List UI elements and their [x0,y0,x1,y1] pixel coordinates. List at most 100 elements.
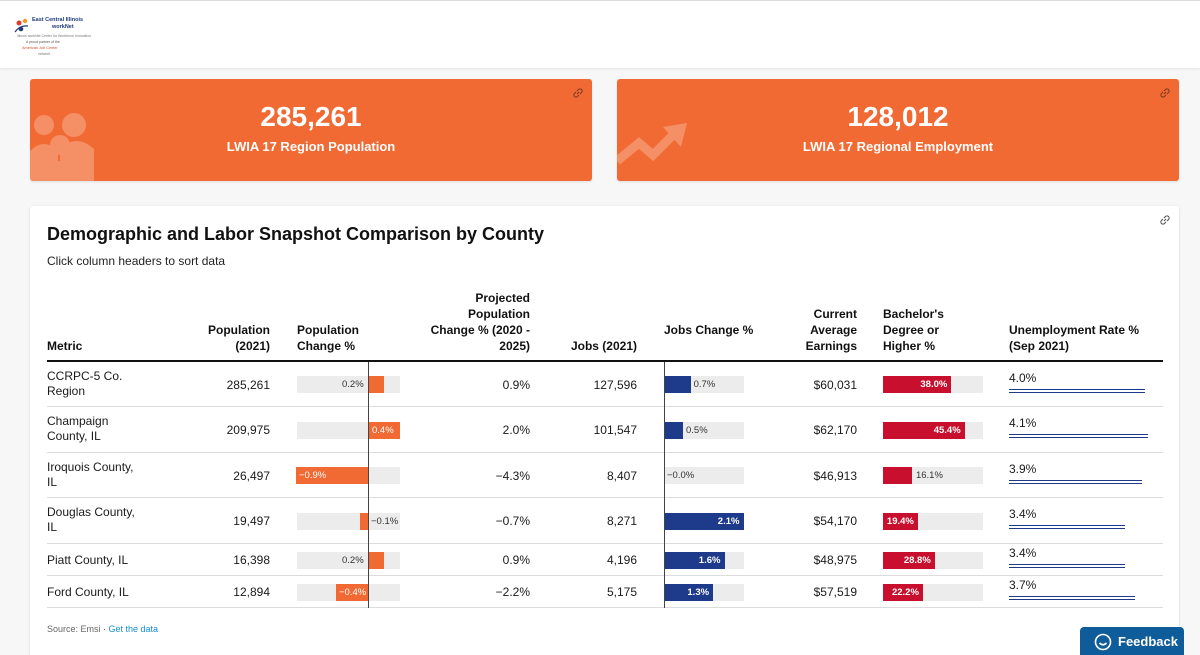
bachelors-bar-track: 28.8% [883,551,983,569]
pop-change-bar-track: −0.4% [297,583,400,601]
jobs-change-bar-track: 0.7% [664,376,744,393]
projected-change-value: −0.7% [495,514,530,528]
bachelors-bar-track: 19.4% [883,512,983,530]
header-bachelors[interactable]: Bachelor's Degree or Higher % [883,307,944,353]
link-icon[interactable] [1159,214,1171,226]
metric-name: Ford County, IL [47,585,129,599]
header-metric[interactable]: Metric [47,339,83,353]
pop-change-label: 0.4% [372,424,394,436]
logo-line-6: network [38,52,51,56]
link-icon[interactable] [572,87,584,99]
unemployment-bar [1009,596,1135,600]
jobs-change-label: −0.0% [667,470,695,481]
table-title: Demographic and Labor Snapshot Compariso… [47,224,545,244]
unemployment-bar [1009,479,1142,484]
population-value: 285,261 [226,377,270,392]
feedback-smile-icon [1094,633,1112,651]
population-value: 26,497 [233,468,270,483]
bachelors-bar [883,421,965,439]
table-row: Champaign County, IL 209,975 0.4% 2.0% 101,5… [47,407,1163,453]
pop-change-bar [368,376,384,393]
snapshot-table-card: Demographic and Labor Snapshot Compariso… [30,206,1179,655]
jobs-change-bar-track: 2.1% [664,512,744,530]
kpi-card-population: 285,261 LWIA 17 Region Population [30,79,592,181]
projected-change-value: 0.9% [502,553,530,567]
feedback-label: Feedback [1118,634,1178,649]
pop-change-bar [360,512,368,530]
bachelors-label: 28.8% [903,554,931,566]
pop-change-label: 0.2% [342,379,364,390]
pop-change-bar [368,421,400,439]
pop-change-bar-track: −0.1% [297,512,400,530]
unemployment-bar [1009,525,1125,529]
jobs-change-bar-track: 1.6% [664,551,744,569]
trend-up-arrow-icon [617,123,687,165]
bachelors-bar-track: 38.0% [883,376,983,393]
logo-line-3: Illinois workNet Center for Workforce In… [17,34,92,38]
table-subtitle: Click column headers to sort data [47,254,226,268]
header-jobs-change[interactable]: Jobs Change % [664,323,754,337]
bachelors-bar [883,583,923,601]
pop-change-bar [368,551,384,569]
kpi-population-value: 285,261 [260,101,362,132]
pop-change-bar-track: 0.2% [297,551,400,569]
jobs-change-bar-track: 1.3% [664,583,744,601]
logo-line-5: American Job Center [22,46,58,50]
jobs-change-label: 1.3% [687,586,710,598]
header-projected-change[interactable]: Projected Population Change % (2020 - 20… [430,291,530,353]
bachelors-bar [883,512,918,530]
unemployment-bar [1009,564,1125,568]
header-unemployment[interactable]: Unemployment Rate % (Sep 2021) [1009,323,1140,353]
jobs-value: 8,271 [606,514,637,528]
jobs-value: 101,547 [593,423,637,437]
population-value: 19,497 [233,514,270,528]
jobs-change-bar [664,512,744,530]
projected-change-value: 0.9% [502,377,530,392]
jobs-change-label: 0.7% [693,379,716,390]
table-row: Douglas County, IL 19,497 −0.1% −0.7% 8,271 2… [47,498,1163,544]
jobs-change-label: 2.1% [717,515,740,527]
projected-change-value: −2.2% [495,585,530,599]
unemployment-value: 4.0% [1009,370,1037,385]
header-population[interactable]: Population (2021) [208,323,270,353]
unemployment-value: 3.7% [1009,578,1037,592]
header-earnings[interactable]: Current Average Earnings [805,307,857,353]
feedback-button[interactable]: Feedback [1080,627,1184,655]
table-row: Piatt County, IL 16,398 0.2% 0.9% 4,196 1.6% $… [47,544,1163,576]
unemployment-value: 4.1% [1009,416,1037,430]
metric-name: CCRPC-5 Co. Region [47,369,123,398]
pop-change-bar-track: 0.2% [297,376,400,393]
jobs-value: 8,407 [606,468,637,483]
bachelors-bar [883,376,952,393]
jobs-value: 4,196 [606,553,637,567]
bachelors-bar-track: 45.4% [883,421,983,439]
pop-change-bar [296,467,368,484]
jobs-change-bar-track: 0.5% [664,421,744,439]
table-row: Iroquois County, IL 26,497 −0.9% −4.3% 8,407… [47,453,1163,498]
get-data-link[interactable]: Get the data [108,624,159,634]
unemployment-value: 3.9% [1009,461,1037,476]
projected-change-value: 2.0% [502,423,530,437]
earnings-value: $54,170 [813,514,857,528]
bachelors-bar [883,551,935,569]
site-logo[interactable]: East Central Illinois workNet Illinois w… [14,15,91,61]
earnings-value: $46,913 [813,468,857,483]
table-row: CCRPC-5 Co. Region 285,261 0.2% 0.9% 127,596… [47,362,1163,407]
jobs-change-bar-track: −0.0% [664,467,744,484]
population-value: 209,975 [226,423,270,437]
logo-line-4: A proud partner of the [26,40,60,44]
earnings-value: $48,975 [813,553,857,567]
kpi-employment-label: LWIA 17 Regional Employment [802,139,994,154]
link-icon[interactable] [1159,87,1171,99]
unemployment-value: 3.4% [1009,546,1037,560]
earnings-value: $60,031 [813,377,857,392]
bachelors-label: 38.0% [920,379,948,390]
pop-change-label: −0.9% [299,470,327,481]
workforce-logo-icon [14,18,29,33]
logo-line-1: East Central Illinois [32,17,84,23]
unemployment-bar [1009,434,1149,438]
jobs-value: 127,596 [593,377,637,392]
header-population-change[interactable]: Population Change % [297,323,359,353]
pop-change-axis [368,362,369,608]
header-jobs[interactable]: Jobs (2021) [570,339,637,353]
